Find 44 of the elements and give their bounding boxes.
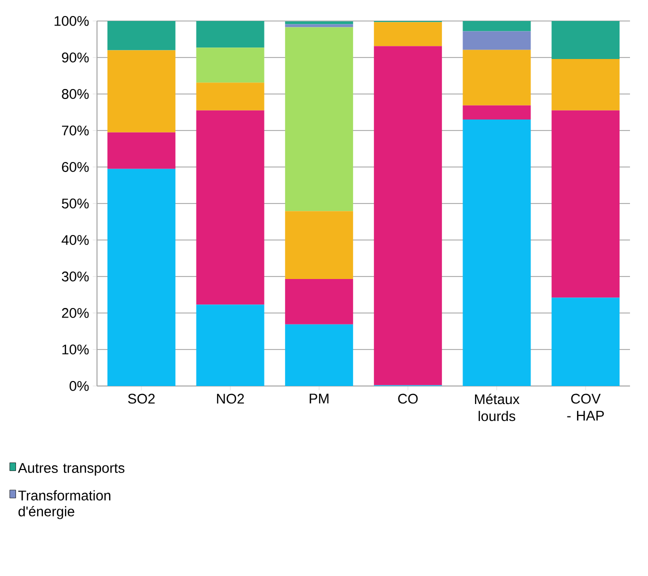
bar	[462, 105, 531, 120]
x-tick-label: NO2	[217, 394, 244, 404]
bar	[196, 110, 264, 305]
bar	[285, 211, 354, 280]
bar	[107, 50, 176, 132]
x-tick-label: SO2	[128, 394, 155, 404]
bar	[462, 20, 531, 32]
x-tick-label: COV - HAP	[567, 394, 604, 420]
bar	[285, 324, 354, 386]
y-tick-label: 40%	[62, 235, 89, 245]
bar	[462, 31, 531, 50]
y-tick-label: 50%	[62, 198, 89, 208]
y-tick-label: 10%	[62, 344, 89, 354]
bar	[374, 22, 442, 46]
bar	[285, 27, 354, 212]
bar	[196, 82, 264, 110]
y-tick-label: 100%	[54, 16, 89, 26]
legend-label: Autres transports	[18, 463, 124, 476]
x-tick-label: PM	[310, 394, 328, 404]
bar	[107, 20, 176, 50]
bar	[552, 20, 620, 59]
bar	[552, 58, 620, 110]
bar	[552, 298, 620, 386]
bar	[462, 50, 531, 106]
y-tick-label: 0%	[70, 381, 89, 391]
y-tick-label: 30%	[62, 272, 89, 282]
bar	[552, 110, 620, 298]
bar	[107, 168, 176, 386]
bar	[462, 120, 531, 386]
bar	[285, 21, 354, 24]
bar	[107, 132, 176, 169]
bar	[196, 304, 264, 386]
x-tick-label: Métaux lourds	[475, 394, 520, 422]
x-tick-label: CO	[398, 394, 418, 404]
bar	[196, 48, 264, 83]
y-tick-label: 80%	[62, 89, 89, 99]
y-tick-label: 20%	[62, 308, 89, 318]
bar	[374, 46, 442, 386]
y-tick-label: 90%	[62, 52, 89, 62]
y-tick-label: 60%	[62, 162, 89, 172]
y-tick-label: 70%	[62, 126, 89, 136]
legend-label: Transformation d'énergie	[18, 490, 110, 520]
bar	[196, 20, 264, 48]
bar	[285, 279, 354, 324]
